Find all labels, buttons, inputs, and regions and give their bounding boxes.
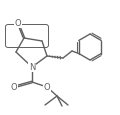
Text: N: N — [29, 63, 35, 72]
Text: O: O — [11, 83, 17, 92]
Text: O: O — [44, 83, 50, 92]
Text: O: O — [15, 19, 21, 28]
